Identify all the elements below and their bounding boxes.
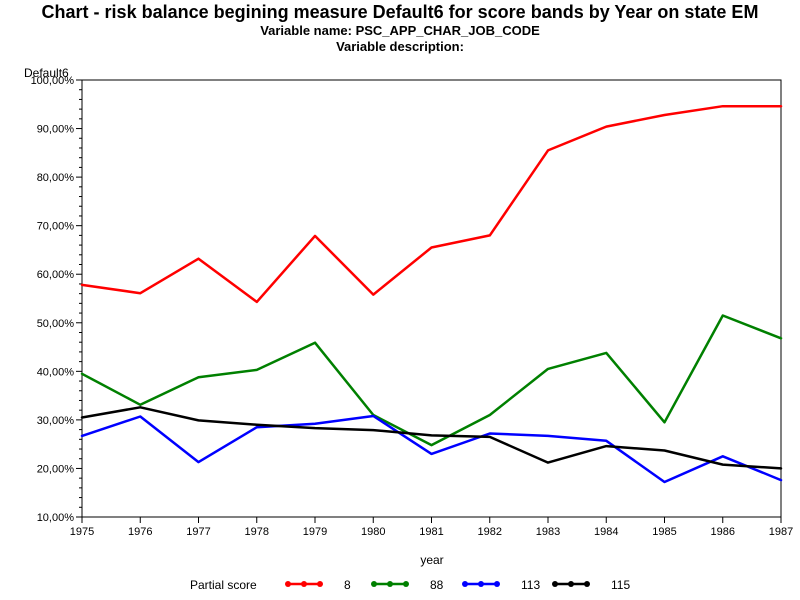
series-line-8 bbox=[80, 104, 783, 304]
legend-marker-115 bbox=[584, 581, 590, 587]
legend-label-88: 88 bbox=[430, 578, 444, 592]
y-tick-label: 60,00% bbox=[37, 269, 75, 281]
x-tick-label: 1976 bbox=[128, 526, 152, 538]
y-axis-label: Default6 bbox=[24, 66, 69, 80]
legend-marker-115 bbox=[552, 581, 558, 587]
x-tick-label: 1980 bbox=[361, 526, 385, 538]
legend-marker-8 bbox=[317, 581, 323, 587]
x-tick-label: 1985 bbox=[652, 526, 676, 538]
series-line-88 bbox=[80, 314, 783, 447]
y-tick-label: 10,00% bbox=[37, 512, 75, 524]
legend-marker-8 bbox=[301, 581, 307, 587]
y-tick-label: 80,00% bbox=[37, 172, 75, 184]
y-tick-label: 30,00% bbox=[37, 415, 75, 427]
y-tick-label: 100,00% bbox=[31, 75, 75, 87]
x-tick-label: 1986 bbox=[711, 526, 735, 538]
legend-title: Partial score bbox=[190, 578, 257, 592]
x-tick-label: 1982 bbox=[478, 526, 502, 538]
y-tick-label: 90,00% bbox=[37, 124, 75, 136]
legend-label-8: 8 bbox=[344, 578, 351, 592]
legend-marker-88 bbox=[387, 581, 393, 587]
x-tick-label: 1979 bbox=[303, 526, 327, 538]
x-tick-label: 1978 bbox=[245, 526, 269, 538]
x-tick-label: 1984 bbox=[594, 526, 618, 538]
legend-marker-113 bbox=[478, 581, 484, 587]
x-tick-label: 1977 bbox=[186, 526, 210, 538]
x-tick-label: 1981 bbox=[419, 526, 443, 538]
y-tick-label: 50,00% bbox=[37, 318, 75, 330]
legend-marker-8 bbox=[285, 581, 291, 587]
y-tick-label: 20,00% bbox=[37, 463, 75, 475]
legend-marker-88 bbox=[403, 581, 409, 587]
x-tick-label: 1983 bbox=[536, 526, 560, 538]
variable-description-subtitle: Variable description: bbox=[336, 39, 464, 54]
x-axis-label: year bbox=[420, 553, 443, 567]
legend-label-113: 113 bbox=[521, 578, 540, 592]
legend-label-115: 115 bbox=[611, 578, 630, 592]
series-line-113 bbox=[80, 414, 783, 484]
legend-marker-113 bbox=[494, 581, 500, 587]
legend-marker-115 bbox=[568, 581, 574, 587]
y-tick-label: 40,00% bbox=[37, 366, 75, 378]
series-line-115 bbox=[80, 406, 783, 470]
x-tick-label: 1987 bbox=[769, 526, 793, 538]
legend-marker-113 bbox=[462, 581, 468, 587]
legend-marker-88 bbox=[371, 581, 377, 587]
variable-name-subtitle: Variable name: PSC_APP_CHAR_JOB_CODE bbox=[260, 23, 540, 38]
y-tick-label: 70,00% bbox=[37, 221, 75, 233]
x-tick-label: 1975 bbox=[70, 526, 94, 538]
chart-title: Chart - risk balance begining measure De… bbox=[41, 2, 759, 22]
